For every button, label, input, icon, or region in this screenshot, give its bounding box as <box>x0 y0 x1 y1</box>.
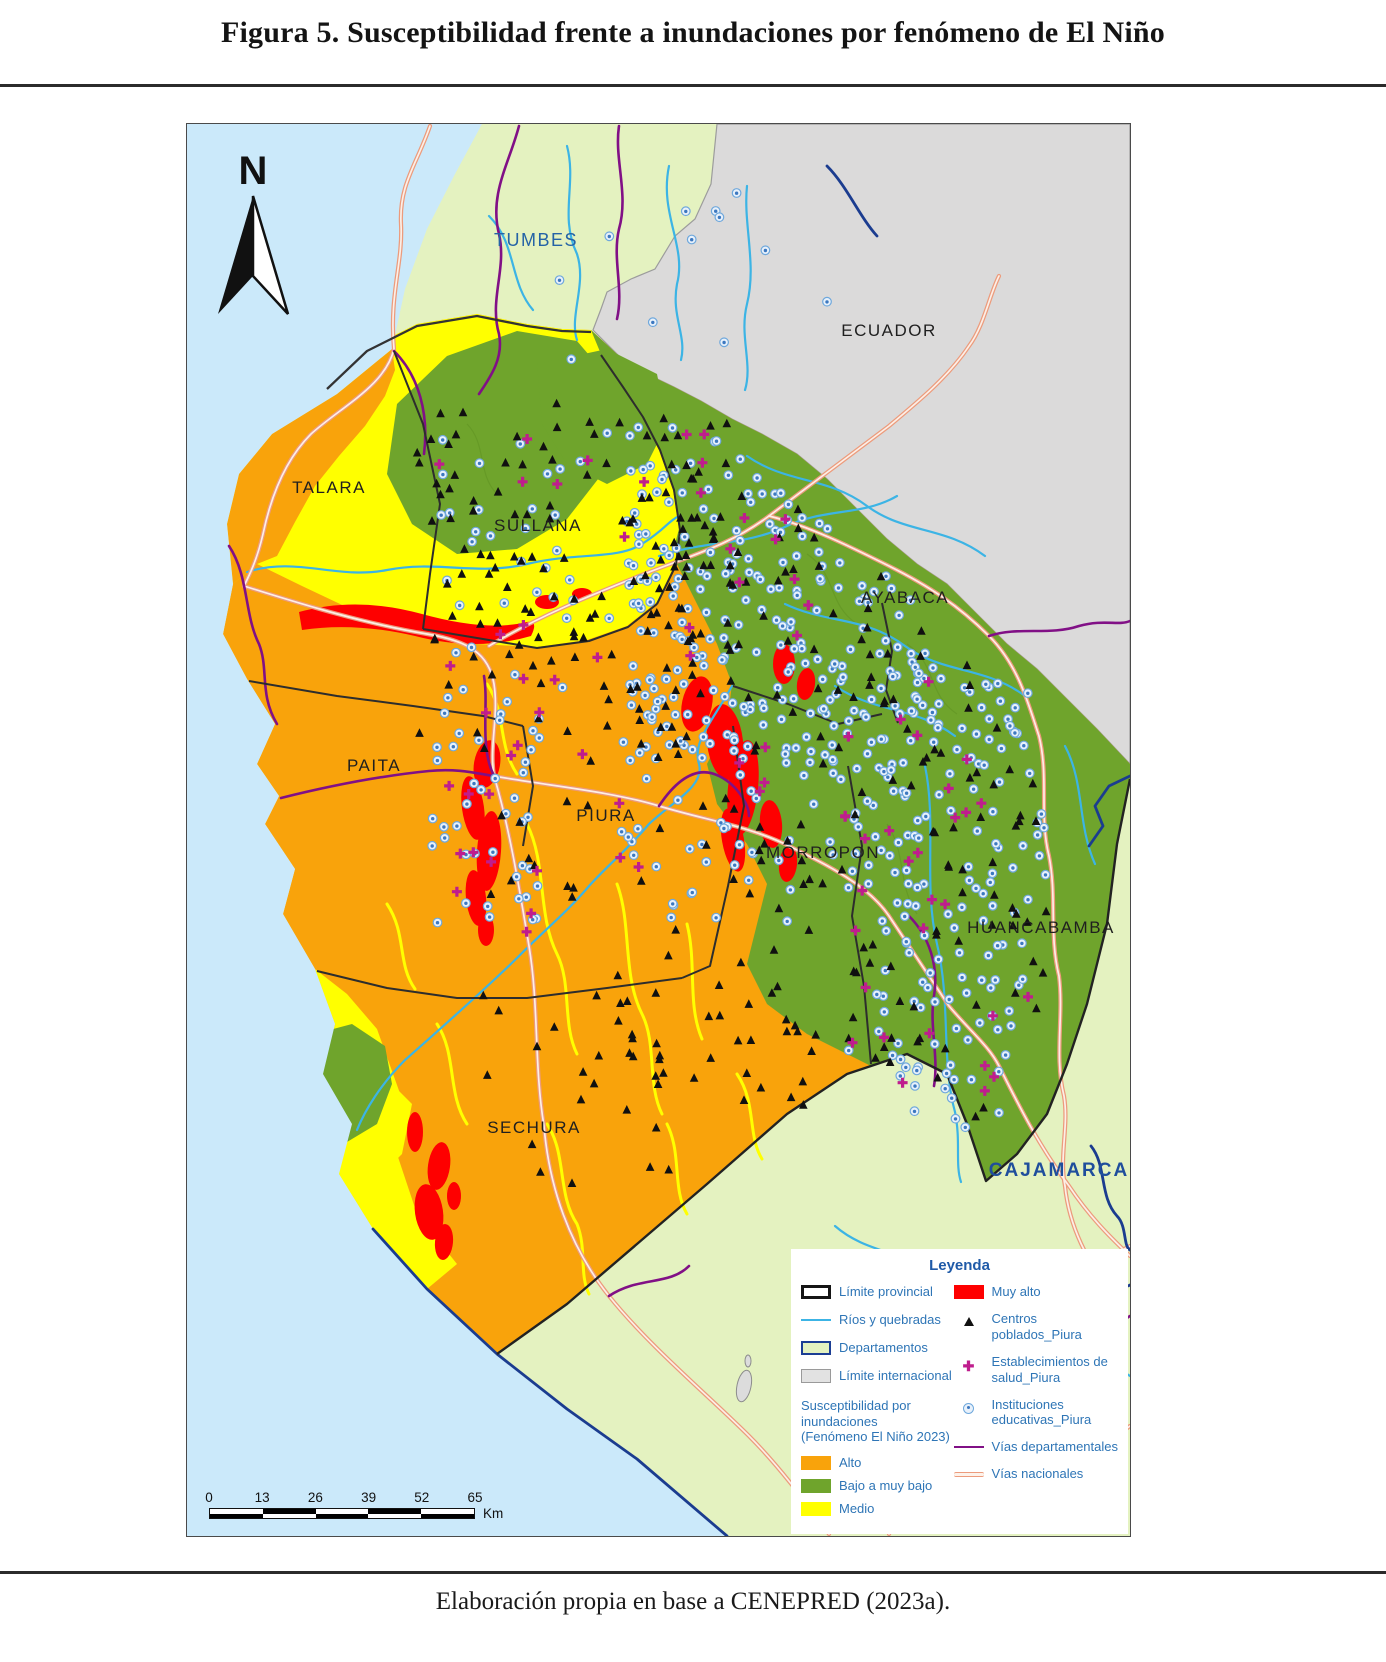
legend-label: Vías departamentales <box>991 1439 1118 1455</box>
scale-tick: 39 <box>361 1490 377 1505</box>
scale-bar-segments <box>209 1508 475 1519</box>
legend-label: Departamentos <box>839 1340 928 1356</box>
legend-item-medio: Medio <box>801 1501 954 1517</box>
label-cajamarca: CAJAMARCA <box>989 1160 1129 1181</box>
figure-title: Figura 5. Susceptibilidad frente a inund… <box>220 16 1166 49</box>
scale-tick: 52 <box>414 1490 430 1505</box>
scale-ticks: 0 13 26 39 52 65 <box>205 1490 482 1508</box>
legend-susceptibility-header: Susceptibilidad por inundaciones (Fenóme… <box>801 1397 950 1445</box>
salud-cross-icon: ✚ <box>962 1357 975 1374</box>
label-morropon: MORROPON <box>766 843 880 862</box>
legend-item-educativas: Instituciones educativas_Piura <box>954 1397 1118 1429</box>
legend-item-rios: Ríos y quebradas <box>801 1312 954 1328</box>
label-paita: PAITA <box>347 756 401 775</box>
via-departamental-line-icon <box>953 1446 984 1449</box>
instituciones-educativas-icon <box>963 1402 975 1414</box>
scale-tick: 65 <box>467 1490 483 1505</box>
legend-item-muy-alto: Muy alto <box>953 1284 1118 1300</box>
figure-caption: Elaboración propia en base a CENEPRED (2… <box>435 1588 951 1615</box>
map: TUMBES ECUADOR TALARA SULLANA AYABACA PA… <box>186 123 1131 1537</box>
river-line-icon <box>801 1319 831 1322</box>
legend-item-centros-poblados: Centros poblados_Piura <box>954 1311 1118 1343</box>
map-canvas: TUMBES ECUADOR TALARA SULLANA AYABACA PA… <box>187 124 1130 1536</box>
legend-label: Vías nacionales <box>991 1466 1084 1482</box>
legend-label: Centros poblados_Piura <box>991 1311 1082 1343</box>
legend-item-salud: ✚ Establecimientos de salud_Piura <box>954 1354 1118 1386</box>
departamentos-swatch <box>801 1340 831 1355</box>
top-rule <box>0 84 1386 87</box>
label-piura: PIURA <box>576 806 635 825</box>
legend-item-vias-nacionales: Vías nacionales <box>953 1466 1118 1482</box>
legend-item-departamentos: Departamentos <box>801 1340 954 1356</box>
bajo-swatch <box>801 1479 831 1494</box>
legend-label: Medio <box>839 1501 875 1517</box>
label-tumbes: TUMBES <box>494 230 578 250</box>
scale-tick: 26 <box>307 1490 323 1505</box>
via-nacional-line-icon <box>953 1471 984 1477</box>
region-sea <box>187 124 727 1536</box>
alto-swatch <box>801 1456 831 1471</box>
legend-label: Instituciones educativas_Piura <box>991 1396 1092 1428</box>
legend-label: Bajo a muy bajo <box>839 1478 933 1494</box>
island <box>735 1354 753 1403</box>
legend-label: Muy alto <box>991 1284 1041 1300</box>
legend-item-alto: Alto <box>801 1455 954 1471</box>
label-ayabaca: AYABACA <box>861 588 949 607</box>
legend-item-limite-internacional: Límite internacional <box>801 1368 954 1384</box>
legend-label: Límite internacional <box>839 1367 952 1383</box>
legend-label: Límite provincial <box>839 1284 933 1300</box>
legend-title: Leyenda <box>929 1257 990 1274</box>
legend-item-vias-departamentales: Vías departamentales <box>953 1439 1118 1455</box>
provincial-boundary-swatch <box>801 1285 831 1300</box>
label-sechura: SECHURA <box>487 1118 581 1137</box>
yellow-streaks <box>385 682 764 1296</box>
amotape-hills-east <box>537 349 667 484</box>
scale-bar: 0 13 26 39 52 65 Km <box>201 1490 531 1530</box>
map-labels: TUMBES ECUADOR TALARA SULLANA AYABACA PA… <box>292 230 1129 1181</box>
legend-label: Alto <box>839 1455 862 1471</box>
talara-coast-strip <box>227 349 395 584</box>
legend-label: Ríos y quebradas <box>839 1312 941 1328</box>
label-sullana: SULLANA <box>494 516 582 535</box>
label-talara: TALARA <box>292 478 366 497</box>
centros-poblados-icon <box>963 1317 974 1327</box>
legend-label: Establecimientos de salud_Piura <box>991 1353 1108 1385</box>
label-ecuador: ECUADOR <box>841 321 937 340</box>
north-arrow: N <box>218 149 290 315</box>
legend-item-limite-provincial: Límite provincial <box>801 1284 954 1300</box>
scale-tick: 13 <box>254 1490 270 1505</box>
muy-alto-swatch <box>953 1285 984 1300</box>
scale-unit: Km <box>483 1506 504 1521</box>
bottom-rule <box>0 1571 1386 1574</box>
international-boundary-swatch <box>801 1368 831 1383</box>
north-label: N <box>239 149 268 193</box>
legend: Leyenda Límite provincial Ríos y quebrad… <box>791 1249 1128 1534</box>
medio-swatch <box>801 1501 831 1516</box>
scale-tick: 0 <box>205 1490 213 1505</box>
legend-item-bajo: Bajo a muy bajo <box>801 1478 954 1494</box>
label-huancabamba: HUANCABAMBA <box>967 918 1115 937</box>
